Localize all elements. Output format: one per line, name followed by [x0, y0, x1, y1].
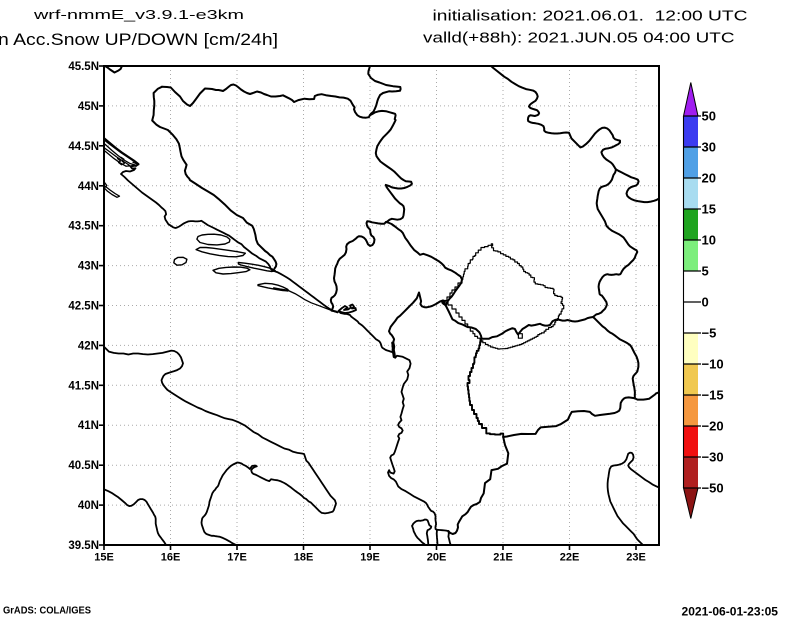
svg-text:15E: 15E — [94, 552, 114, 564]
svg-text:42.5N: 42.5N — [68, 301, 99, 313]
svg-text:39.5N: 39.5N — [68, 540, 99, 552]
svg-text:−5: −5 — [702, 326, 717, 341]
svg-text:30: 30 — [702, 140, 716, 155]
svg-text:18E: 18E — [294, 552, 314, 564]
svg-text:valld(+88h): 2021.JUN.05 04:00: valld(+88h): 2021.JUN.05 04:00 UTC — [423, 30, 735, 47]
svg-text:23E: 23E — [626, 552, 646, 564]
svg-text:−10: −10 — [702, 357, 724, 372]
svg-text:5: 5 — [702, 264, 709, 279]
svg-text:40.5N: 40.5N — [68, 460, 99, 472]
svg-text:43.5N: 43.5N — [68, 221, 99, 233]
svg-text:n Acc.Snow UP/DOWN [cm/24h]: n Acc.Snow UP/DOWN [cm/24h] — [0, 30, 278, 49]
svg-text:−15: −15 — [702, 388, 724, 403]
svg-text:50: 50 — [702, 109, 716, 124]
svg-text:10: 10 — [702, 233, 716, 248]
svg-text:20: 20 — [702, 171, 716, 186]
svg-text:44N: 44N — [78, 181, 99, 193]
svg-text:wrf-nmmE_v3.9.1-e3km: wrf-nmmE_v3.9.1-e3km — [32, 7, 244, 22]
svg-text:−30: −30 — [702, 450, 724, 465]
svg-text:20E: 20E — [427, 552, 447, 564]
svg-text:17E: 17E — [227, 552, 247, 564]
svg-text:2021-06-01-23:05: 2021-06-01-23:05 — [682, 605, 779, 619]
svg-text:0: 0 — [702, 295, 709, 310]
svg-text:GrADS: COLA/IGES: GrADS: COLA/IGES — [3, 606, 91, 617]
svg-text:22E: 22E — [560, 552, 580, 564]
svg-text:41.5N: 41.5N — [68, 380, 99, 392]
svg-text:40N: 40N — [78, 500, 99, 512]
svg-text:44.5N: 44.5N — [68, 141, 99, 153]
svg-text:−50: −50 — [702, 481, 724, 496]
svg-text:43N: 43N — [78, 261, 99, 273]
svg-text:45N: 45N — [78, 101, 99, 113]
svg-text:21E: 21E — [493, 552, 513, 564]
svg-text:16E: 16E — [161, 552, 181, 564]
svg-text:19E: 19E — [360, 552, 380, 564]
svg-text:41N: 41N — [78, 420, 99, 432]
svg-text:15: 15 — [702, 202, 716, 217]
svg-text:initialisation: 2021.06.01. 1: initialisation: 2021.06.01. 12:00 UTC — [433, 8, 748, 25]
svg-text:−20: −20 — [702, 419, 724, 434]
svg-text:45.5N: 45.5N — [68, 61, 99, 73]
svg-text:42N: 42N — [78, 340, 99, 352]
